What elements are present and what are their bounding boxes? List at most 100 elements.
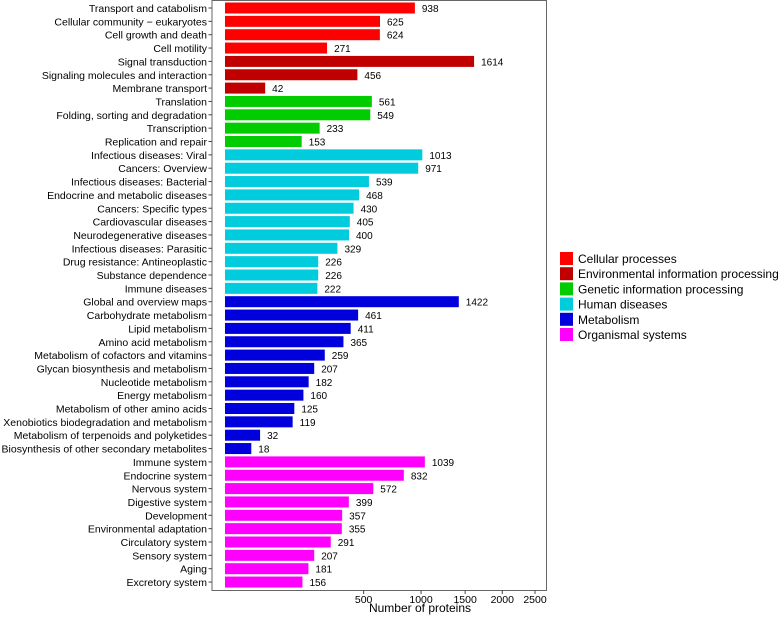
bar-value-label: 271 xyxy=(334,44,351,55)
bar-category-label: Cellular community − eukaryotes xyxy=(54,16,207,28)
bar-category-label: Infectious diseases: Bacterial xyxy=(71,177,207,189)
bar xyxy=(225,443,252,455)
bar xyxy=(225,536,331,548)
bar-category-label: Biosynthesis of other secondary metaboli… xyxy=(2,444,207,456)
bar-value-label: 42 xyxy=(272,84,284,95)
bar xyxy=(225,42,328,54)
bar xyxy=(225,149,423,161)
bar-value-label: 222 xyxy=(324,284,341,295)
bar xyxy=(225,469,404,481)
bar xyxy=(225,95,372,107)
legend-swatch xyxy=(560,312,573,326)
bar xyxy=(225,296,459,308)
legend-swatch xyxy=(560,267,573,281)
bar xyxy=(225,256,319,268)
bar-value-label: 411 xyxy=(358,324,374,335)
bar-category-label: Substance dependence xyxy=(97,270,208,282)
legend-label: Environmental information processing xyxy=(578,267,779,281)
bar-value-label: 1614 xyxy=(481,57,504,68)
bar xyxy=(225,429,261,441)
bar-category-label: Circulatory system xyxy=(121,537,208,549)
bar-category-label: Cancers: Overview xyxy=(118,163,207,175)
bar xyxy=(225,136,302,147)
bar-category-label: Nervous system xyxy=(132,484,208,496)
bar xyxy=(225,309,359,321)
legend-swatch xyxy=(560,297,573,311)
bar-value-label: 207 xyxy=(321,364,338,375)
bar-category-label: Infectious diseases: Viral xyxy=(91,150,207,162)
bar-category-label: Amino acid metabolism xyxy=(98,337,207,349)
bar xyxy=(225,122,320,134)
bar-category-label: Endocrine and metabolic diseases xyxy=(47,190,207,202)
bar-value-label: 400 xyxy=(356,231,373,242)
bar xyxy=(225,509,343,521)
bar-value-label: 456 xyxy=(364,71,381,82)
bars-layer: Transport and catabolism 938 Cellular comm… xyxy=(2,2,504,589)
bar xyxy=(225,55,475,67)
bar-value-label: 291 xyxy=(338,538,355,549)
bar xyxy=(225,69,358,81)
x-axis: 500 1000 1500 2000 2500 xyxy=(355,590,547,606)
bar-value-label: 1013 xyxy=(429,151,452,162)
bar-value-label: 182 xyxy=(316,378,333,389)
bar xyxy=(225,242,338,254)
bar xyxy=(225,189,360,201)
bar-value-label: 329 xyxy=(344,244,361,255)
bar xyxy=(225,362,315,374)
bar-value-label: 207 xyxy=(321,551,338,562)
bar xyxy=(225,29,380,41)
legend-label: Human diseases xyxy=(578,298,667,312)
bar-category-label: Environmental adaptation xyxy=(88,524,207,536)
bar xyxy=(225,403,295,414)
bar-value-label: 365 xyxy=(350,338,367,349)
bar-category-label: Cell motility xyxy=(153,43,207,55)
bar xyxy=(225,202,354,214)
bar-category-label: Infectious diseases: Parasitic xyxy=(72,243,207,255)
legend-label: Metabolism xyxy=(578,313,639,327)
legend-label: Genetic information processing xyxy=(578,282,743,296)
bar-category-label: Transport and catabolism xyxy=(89,3,207,15)
bar-value-label: 1039 xyxy=(432,458,455,469)
bar xyxy=(225,2,415,14)
bar-category-label: Signaling molecules and interaction xyxy=(42,70,207,82)
bar-value-label: 539 xyxy=(376,178,393,189)
legend-label: Organismal systems xyxy=(578,328,687,342)
bar-value-label: 233 xyxy=(327,124,344,135)
bar xyxy=(225,523,342,535)
bar-value-label: 625 xyxy=(387,17,404,28)
bar xyxy=(225,282,318,294)
bar-category-label: Metabolism of other amino acids xyxy=(56,404,207,416)
bar-value-label: 549 xyxy=(377,111,394,122)
bar xyxy=(225,456,425,468)
bar xyxy=(225,349,325,361)
bar-value-label: 938 xyxy=(422,4,439,15)
bar-category-label: Excretory system xyxy=(126,577,207,589)
legend-swatch xyxy=(560,282,573,296)
x-tick-label: 1000 xyxy=(409,594,433,606)
bar-category-label: Transcription xyxy=(147,123,207,135)
bar-value-label: 259 xyxy=(332,351,349,362)
bar-category-label: Carbohydrate metabolism xyxy=(87,310,207,322)
bar-value-label: 405 xyxy=(357,218,374,229)
bar-value-label: 226 xyxy=(325,258,342,269)
bar xyxy=(225,416,293,428)
bar-value-label: 399 xyxy=(356,498,373,509)
bar-value-label: 624 xyxy=(387,31,404,42)
bar-value-label: 468 xyxy=(366,191,383,202)
bar-value-label: 156 xyxy=(309,578,326,589)
bar-value-label: 357 xyxy=(349,511,366,522)
bar-value-label: 160 xyxy=(310,391,327,402)
bar-category-label: Neurodegenerative diseases xyxy=(73,230,207,242)
bar-category-label: Replication and repair xyxy=(105,137,208,149)
bar-category-label: Endocrine system xyxy=(124,470,208,482)
bar-category-label: Immune diseases xyxy=(125,283,207,295)
bar-value-label: 1422 xyxy=(466,298,489,309)
bar-value-label: 572 xyxy=(380,485,397,496)
plot-panel xyxy=(211,0,547,591)
bar-category-label: Drug resistance: Antineoplastic xyxy=(63,257,207,269)
bar xyxy=(225,389,304,401)
bar xyxy=(225,229,349,241)
x-tick-label: 2000 xyxy=(491,594,515,606)
bar-value-label: 18 xyxy=(258,445,270,456)
